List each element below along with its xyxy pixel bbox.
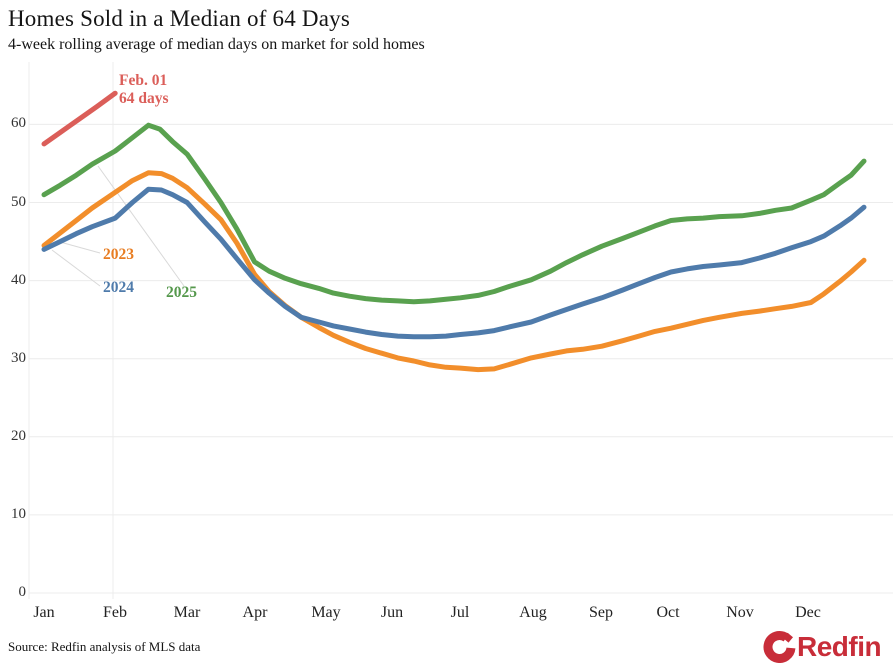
- x-tick-label: Dec: [795, 604, 821, 621]
- x-tick-label: Aug: [519, 604, 547, 621]
- latest-point-annotation: Feb. 01 64 days: [119, 72, 169, 108]
- series-label-2025: 2025: [166, 284, 197, 301]
- x-tick-label: May: [311, 604, 341, 621]
- y-tick-label: 30: [11, 349, 26, 366]
- y-tick-label: 0: [18, 584, 27, 600]
- x-tick-label: Jul: [450, 604, 470, 621]
- series-line-curr: [41, 90, 118, 147]
- y-tick-label: 60: [11, 115, 26, 132]
- chart-subtitle: 4-week rolling average of median days on…: [8, 36, 425, 53]
- x-tick-label: Nov: [726, 604, 754, 621]
- annotation-date: Feb. 01: [119, 72, 168, 89]
- series-line-2023: [41, 170, 867, 373]
- redfin-logo-text: Redfin: [797, 630, 882, 662]
- x-tick-label: Feb: [103, 604, 127, 621]
- redfin-logo: Redfin: [763, 630, 882, 663]
- label-leader-line: [51, 249, 101, 287]
- series-label-2023: 2023: [103, 246, 134, 263]
- redfin-house-icon: [763, 631, 796, 663]
- source-note: Source: Redfin analysis of MLS data: [8, 639, 201, 654]
- chart-title: Homes Sold in a Median of 64 Days: [8, 6, 350, 31]
- x-tick-label: Jun: [380, 604, 404, 621]
- label-leader-line: [97, 165, 185, 287]
- x-tick-label: Jan: [33, 604, 55, 621]
- annotation-value: 64 days: [119, 90, 169, 107]
- series-label-2024: 2024: [103, 279, 134, 296]
- y-tick-label: 50: [11, 193, 26, 210]
- y-tick-label: 40: [11, 271, 26, 288]
- label-leader-line: [59, 241, 101, 254]
- x-tick-label: Oct: [656, 604, 680, 621]
- x-tick-label: Mar: [173, 604, 201, 621]
- x-tick-label: Sep: [589, 604, 613, 621]
- series-line-2025: [41, 122, 867, 305]
- series-line-2024: [41, 186, 867, 340]
- x-tick-label: Apr: [242, 604, 268, 621]
- y-tick-label: 20: [11, 427, 26, 444]
- y-tick-label: 10: [11, 505, 26, 522]
